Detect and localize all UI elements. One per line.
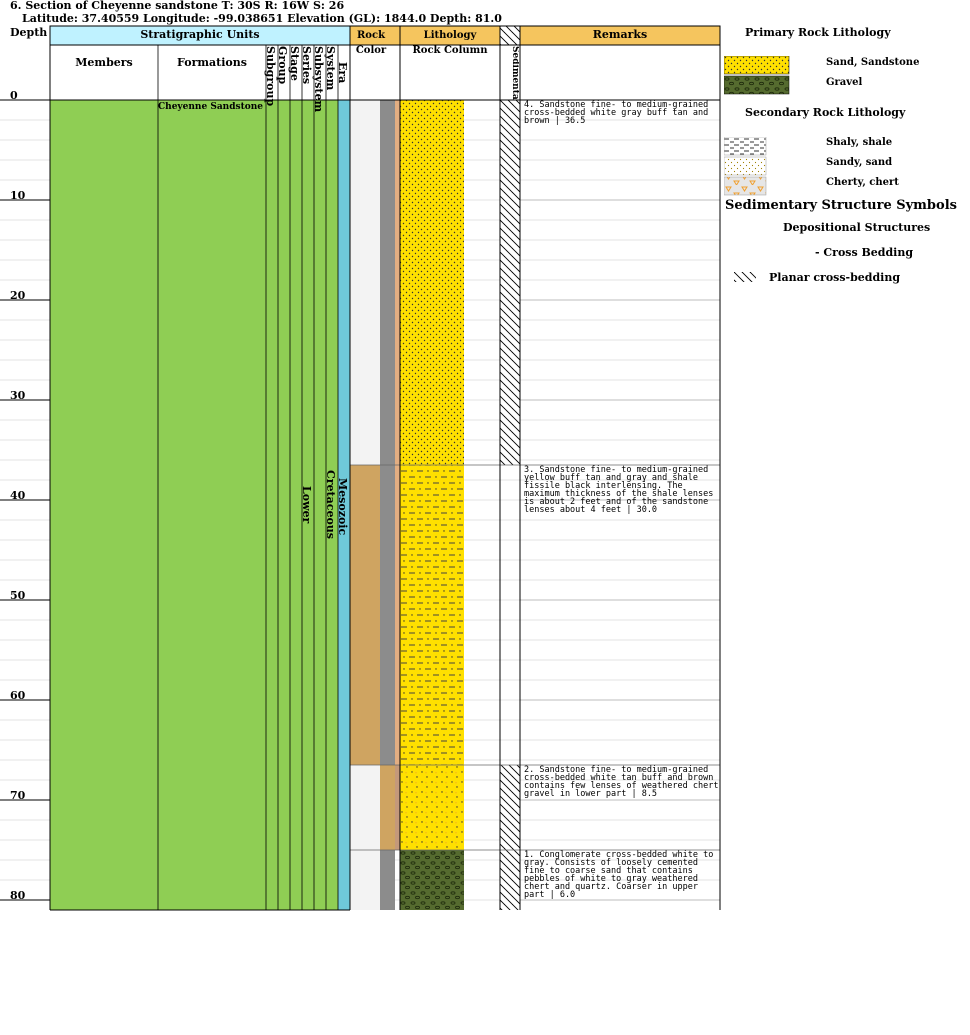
lithology-bar: [400, 465, 464, 765]
bed-remark: 2. Sandstone fine- to medium-grained cro…: [524, 765, 719, 799]
legend-primary-title: Primary Rock Lithology: [745, 26, 891, 39]
era-header: Era: [336, 62, 349, 84]
rock-header: Rock: [357, 30, 385, 41]
remarks-header: Remarks: [592, 28, 648, 41]
legend-sand-swatch: [724, 56, 790, 75]
depth-label: 0: [10, 89, 18, 102]
structure-header-cell: [499, 25, 521, 46]
legend-shale-label: Shaly, shale: [826, 137, 893, 148]
structure-bar: [500, 765, 520, 850]
bed-columns: [350, 99, 720, 910]
section-location: Latitude: 37.40559 Longitude: -99.038651…: [22, 12, 502, 25]
series-label: Lower: [300, 486, 313, 524]
rock-color-bar: [395, 100, 400, 465]
legend-gravel-swatch: [724, 75, 790, 95]
rock-color-bar: [350, 765, 380, 850]
lithology-bar: [400, 100, 464, 465]
system-header: System: [324, 46, 337, 91]
bed-remark: 3. Sandstone fine- to medium-grained yel…: [524, 465, 714, 515]
subsystem-header: Subsystem: [312, 46, 325, 113]
rock-color-bar: [395, 465, 400, 765]
system-label: Cretaceous: [324, 470, 337, 539]
rock-color-bar: [380, 765, 395, 850]
bed-remark: 4. Sandstone fine- to medium-grained cro…: [524, 100, 709, 126]
lithology-header: Lithology: [423, 30, 477, 41]
subgroup-header: Subgroup: [264, 46, 277, 107]
legend-secondary-swatches: [724, 137, 767, 196]
depth-label: 60: [10, 689, 26, 702]
legend-gravel-label: Gravel: [826, 77, 863, 88]
formations-header: Formations: [177, 56, 247, 69]
formation-label: Cheyenne Sandstone: [158, 102, 263, 112]
depth-label: 20: [10, 289, 26, 302]
era-fill: [338, 100, 350, 910]
series-header: Series: [300, 46, 313, 85]
legend-shale-swatch: [724, 137, 767, 156]
group-header: Group: [276, 46, 289, 85]
legend-primary-swatches: [724, 56, 790, 95]
stage-header: Stage: [288, 46, 301, 81]
legend-sandy-swatch: [724, 156, 767, 176]
depth-label: 10: [10, 189, 26, 202]
legend-chert-label: Cherty, chert: [826, 177, 899, 188]
column-frame: [0, 26, 721, 911]
section-title: 6. Section of Cheyenne sandstone T: 30S …: [10, 0, 345, 12]
planar-cross-bedding-icon: [734, 272, 756, 282]
depth-header: Depth: [10, 26, 48, 39]
legend-secondary-title: Secondary Rock Lithology: [745, 106, 906, 119]
rock-color-bar: [380, 465, 395, 765]
legend-sandy-label: Sandy, sand: [826, 157, 893, 168]
depth-label: 40: [10, 489, 26, 502]
depth-label: 70: [10, 789, 26, 802]
lithology-bar: [400, 765, 464, 850]
rock-color-bar: [380, 100, 395, 465]
legend-planar-label: Planar cross-bedding: [769, 271, 901, 284]
sedimentary-structures-header: Sedimentary Structures: [501, 46, 519, 100]
legend-structures-title: Sedimentary Structure Symbols: [725, 198, 957, 213]
rock-color-bar: [380, 850, 395, 910]
rock-column-header: Rock Column: [412, 45, 488, 56]
rock-color-bar: [350, 850, 380, 910]
legend-depositional-title: Depositional Structures: [783, 221, 931, 234]
legend-chert-swatch: [724, 176, 767, 196]
color-header: Color: [355, 45, 387, 56]
rock-color-bar: [395, 765, 400, 850]
strat-units-header: Stratigraphic Units: [140, 28, 260, 41]
lithology-bar: [400, 850, 464, 910]
depth-label: 80: [10, 889, 26, 902]
bed-remark: 1. Conglomerate cross-bedded white to gr…: [524, 850, 714, 900]
rock-color-bar: [350, 465, 380, 765]
legend-sand-label: Sand, Sandstone: [826, 57, 920, 68]
legend-cross-bedding-label: - Cross Bedding: [815, 246, 914, 259]
rock-color-bar: [350, 100, 380, 465]
members-header: Members: [75, 56, 133, 69]
depth-label: 50: [10, 589, 26, 602]
depth-label: 30: [10, 389, 26, 402]
stratigraphic-units-fill: [49, 45, 351, 910]
era-label: Mesozoic: [336, 478, 349, 536]
structure-bar: [500, 100, 520, 465]
units-fill: [50, 100, 338, 910]
structure-bar: [500, 850, 520, 910]
